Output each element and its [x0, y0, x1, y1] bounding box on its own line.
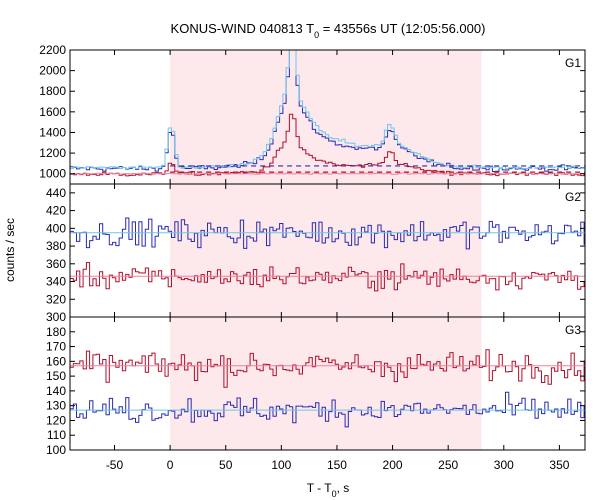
- panel-g3-series-blue-curve: [70, 391, 585, 428]
- panel-label-g1: G1: [565, 56, 581, 70]
- x-axis-label-subscript: 0: [332, 489, 337, 499]
- x-tick-label: 300: [494, 458, 514, 472]
- x-tick-label: 250: [438, 458, 458, 472]
- y-tick-label: 170: [46, 340, 66, 354]
- y-tick-label: 2000: [39, 64, 66, 78]
- y-tick-label: 340: [46, 275, 66, 289]
- panel-g1-series-cyan-curve: [70, 49, 585, 171]
- x-tick-label: 0: [167, 458, 174, 472]
- y-tick-label: 320: [46, 292, 66, 306]
- chart-title: KONUS-WIND 040813 T0 = 43556s UT (12:05:…: [171, 21, 486, 40]
- x-tick-label: 50: [219, 458, 233, 472]
- analysis-interval-shade: [170, 50, 482, 450]
- x-axis-label-suffix: , s: [337, 481, 350, 495]
- y-tick-label: 160: [46, 354, 66, 368]
- y-axis-label: counts / sec: [3, 218, 17, 282]
- y-tick-label: 300: [46, 310, 66, 324]
- y-tick-label: 380: [46, 239, 66, 253]
- panel-g1-series-pink-curve: [70, 172, 585, 175]
- plot-area: 1000120014001600180020002200G13003203403…: [39, 43, 586, 472]
- y-tick-label: 140: [46, 384, 66, 398]
- y-tick-label: 180: [46, 325, 66, 339]
- y-tick-label: 150: [46, 369, 66, 383]
- y-tick-label: 440: [46, 186, 66, 200]
- chart-title-suffix: = 43556s UT (12:05:56.000): [319, 21, 485, 36]
- panel-g1-series-red-curve: [70, 113, 585, 177]
- x-tick-label: 350: [549, 458, 569, 472]
- panel-g3-frame: [69, 316, 586, 451]
- chart-title-subscript: 0: [314, 30, 319, 40]
- chart-title-prefix: KONUS-WIND 040813 T: [171, 21, 315, 36]
- y-tick-label: 1200: [39, 146, 66, 160]
- x-tick-label: 150: [327, 458, 347, 472]
- y-tick-label: 1400: [39, 125, 66, 139]
- y-tick-label: 1000: [39, 167, 66, 181]
- panel-label-g3: G3: [565, 323, 581, 337]
- y-tick-label: 110: [47, 428, 66, 442]
- x-tick-label: 200: [383, 458, 403, 472]
- x-axis-label-prefix: T - T: [307, 481, 333, 495]
- y-tick-label: 400: [46, 221, 66, 235]
- panel-g3-series-red-curve: [70, 349, 585, 388]
- y-tick-label: 360: [46, 257, 66, 271]
- y-tick-label: 100: [46, 443, 66, 457]
- panel-label-g2: G2: [565, 190, 581, 204]
- y-tick-label: 420: [46, 204, 66, 218]
- x-tick-label: -50: [106, 458, 124, 472]
- y-tick-label: 120: [46, 413, 66, 427]
- y-tick-label: 1800: [39, 84, 66, 98]
- x-axis-label: T - T0, s: [307, 481, 350, 499]
- x-tick-label: 100: [271, 458, 291, 472]
- y-tick-label: 1600: [39, 105, 66, 119]
- y-tick-label: 130: [46, 399, 66, 413]
- y-tick-label: 2200: [39, 43, 66, 57]
